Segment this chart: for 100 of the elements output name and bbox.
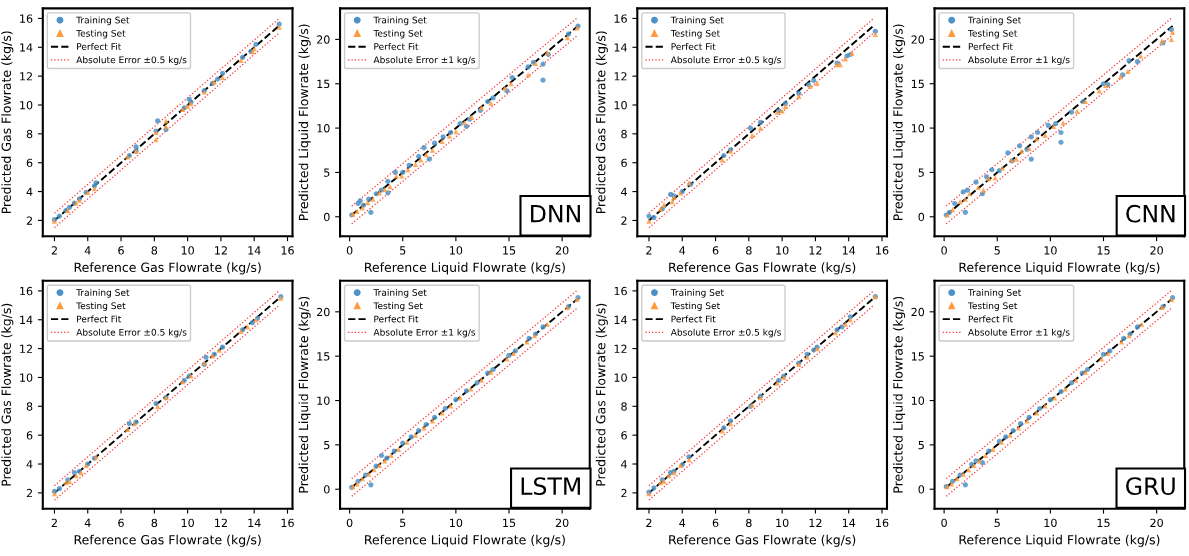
x-tick-label: 2 — [51, 246, 57, 255]
y-tick-label: 14 — [614, 43, 627, 52]
x-tick-label: 20 — [555, 518, 569, 528]
legend-label: Testing Set — [76, 29, 126, 39]
annotation: LSTM — [521, 477, 580, 496]
legend-label: Perfect Fit — [671, 42, 716, 50]
y-axis-title: Predicted Liquid Flowrate (kg/s) — [298, 24, 311, 221]
y-tick-label: 15 — [911, 352, 924, 361]
y-tick-label: 4 — [621, 187, 627, 196]
legend-label: Testing Set — [373, 29, 423, 39]
y-tick-label: 5 — [918, 441, 924, 450]
x-tick-label: 6 — [712, 246, 719, 255]
x-axis-title: Reference Gas Flowrate (kg/s) — [74, 262, 261, 275]
y-tick-label: 15 — [911, 79, 924, 89]
x-tick-label: 15 — [1097, 518, 1110, 528]
y-tick-label: 8 — [26, 402, 33, 411]
y-tick-label: 12 — [20, 344, 32, 353]
legend-label: Training Set — [373, 288, 427, 298]
legend-label: Training Set — [967, 288, 1022, 298]
x-tick-label: 16 — [876, 246, 889, 255]
legend-label: Perfect Fit — [374, 315, 419, 323]
x-tick-label: 4 — [84, 246, 91, 255]
x-tick-label: 5 — [400, 518, 406, 528]
legend-label: Testing Set — [373, 302, 423, 311]
x-tick-label: 6 — [712, 518, 719, 528]
y-axis-title: Predicted Gas Flowrate (kg/s) — [595, 31, 608, 214]
x-tick-label: 10 — [181, 246, 194, 255]
y-tick-label: 0 — [918, 485, 925, 494]
x-axis-title: Reference Gas Flowrate (kg/s) — [74, 534, 261, 547]
legend-label: Training Set — [76, 16, 130, 26]
y-axis-title: Predicted Gas Flowrate (kg/s) — [595, 303, 608, 486]
y-tick-label: 16 — [20, 286, 33, 296]
y-tick-label: 10 — [20, 373, 33, 382]
x-tick-label: 12 — [809, 518, 822, 527]
legend-label: Perfect Fit — [77, 42, 122, 50]
y-axis-title: Predicted Gas Flowrate (kg/s) — [1, 31, 14, 214]
x-tick-label: 0 — [941, 246, 947, 255]
x-axis-title: Reference Liquid Flowrate (kg/s) — [959, 262, 1160, 275]
x-tick-label: 16 — [281, 246, 294, 255]
legend-label: Absolute Error ±1 kg/s — [373, 328, 476, 338]
legend-label: Training Set — [76, 288, 130, 298]
x-tick-label: 16 — [281, 518, 294, 528]
y-tick-label: 5 — [324, 168, 330, 177]
y-tick-label: 6 — [26, 158, 33, 168]
x-tick-label: 5 — [994, 518, 1000, 528]
legend-label: Absolute Error ±0.5 kg/s — [670, 328, 781, 338]
x-tick-label: 8 — [746, 518, 752, 528]
y-tick-label: 4 — [26, 460, 33, 469]
y-tick-label: 14 — [20, 315, 33, 324]
x-tick-label: 14 — [842, 246, 856, 255]
x-tick-label: 12 — [215, 518, 227, 527]
legend-label: Perfect Fit — [77, 315, 122, 323]
x-tick-label: 15 — [503, 518, 516, 528]
y-tick-label: 8 — [621, 129, 627, 139]
legend-label: Training Set — [670, 288, 724, 298]
x-tick-label: 5 — [994, 246, 1000, 255]
x-tick-label: 15 — [1097, 246, 1110, 255]
legend-label: Testing Set — [967, 302, 1018, 311]
y-tick-label: 2 — [26, 488, 32, 498]
x-tick-label: 0 — [346, 246, 353, 255]
x-tick-label: 5 — [400, 246, 406, 255]
y-tick-label: 14 — [20, 43, 33, 52]
y-tick-label: 16 — [614, 286, 627, 296]
x-tick-label: 14 — [842, 518, 856, 527]
y-tick-label: 6 — [621, 431, 627, 440]
legend-label: Absolute Error ±1 kg/s — [968, 328, 1070, 338]
y-tick-label: 0 — [323, 212, 330, 222]
y-tick-label: 12 — [614, 72, 627, 81]
y-tick-label: 20 — [317, 307, 330, 317]
x-tick-label: 10 — [450, 518, 463, 528]
y-tick-label: 10 — [317, 396, 330, 405]
x-tick-label: 12 — [215, 246, 227, 255]
x-tick-label: 8 — [151, 246, 158, 255]
x-tick-label: 20 — [1150, 518, 1163, 528]
y-tick-label: 10 — [911, 396, 925, 405]
y-tick-label: 8 — [26, 129, 33, 139]
legend-label: Training Set — [373, 16, 427, 26]
y-tick-label: 2 — [26, 216, 32, 225]
legend-label: Absolute Error ±0.5 kg/s — [76, 328, 187, 338]
y-tick-label: 10 — [20, 100, 33, 110]
x-tick-label: 10 — [181, 518, 194, 528]
x-tick-label: 8 — [746, 246, 752, 255]
legend-label: Perfect Fit — [968, 42, 1013, 50]
annotation: GRU — [1126, 477, 1175, 496]
x-tick-label: 10 — [776, 518, 789, 528]
legend-label: Testing Set — [76, 302, 126, 311]
y-tick-label: 6 — [26, 431, 33, 440]
y-tick-label: 10 — [614, 373, 627, 382]
y-tick-label: 10 — [614, 100, 627, 110]
x-tick-label: 20 — [555, 246, 569, 255]
legend-label: Training Set — [670, 16, 724, 26]
x-tick-label: 10 — [450, 246, 463, 255]
x-tick-label: 2 — [646, 246, 652, 255]
x-tick-label: 0 — [346, 518, 353, 528]
y-tick-label: 5 — [324, 441, 330, 450]
x-tick-label: 15 — [503, 246, 516, 255]
x-tick-label: 16 — [876, 518, 889, 528]
y-tick-label: 16 — [20, 14, 33, 23]
y-axis-title: Predicted Gas Flowrate (kg/s) — [1, 303, 14, 486]
legend-label: Testing Set — [670, 29, 720, 39]
